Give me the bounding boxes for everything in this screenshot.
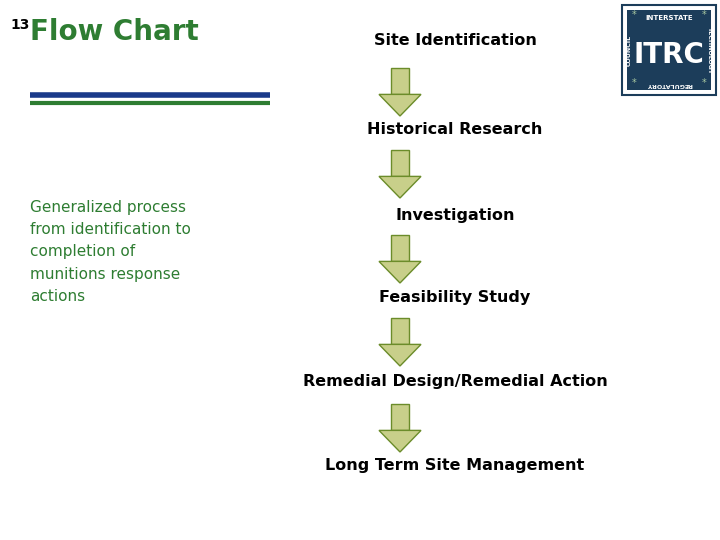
Bar [391, 68, 409, 94]
Text: 13: 13 [10, 18, 30, 32]
Text: *: * [631, 78, 636, 88]
Text: Long Term Site Management: Long Term Site Management [325, 458, 585, 473]
Text: Feasibility Study: Feasibility Study [379, 290, 531, 305]
Bar [391, 318, 409, 345]
Text: *: * [701, 10, 706, 20]
Text: Flow Chart: Flow Chart [30, 18, 199, 46]
Polygon shape [379, 430, 421, 452]
Text: TECHNOLOGY: TECHNOLOGY [708, 26, 713, 73]
Text: ITRC: ITRC [634, 41, 704, 69]
Bar [627, 10, 711, 90]
Polygon shape [379, 94, 421, 116]
Text: Site Identification: Site Identification [374, 33, 536, 48]
Text: Historical Research: Historical Research [367, 122, 543, 137]
Bar [391, 235, 409, 261]
Text: *: * [701, 78, 706, 88]
Text: REGULATORY: REGULATORY [646, 82, 692, 87]
Text: Generalized process
from identification to
completion of
munitions response
acti: Generalized process from identification … [30, 200, 191, 304]
Bar [622, 5, 716, 95]
Text: INTERSTATE: INTERSTATE [645, 15, 693, 21]
Bar [391, 404, 409, 430]
Polygon shape [379, 261, 421, 283]
Text: *: * [631, 10, 636, 20]
Text: Remedial Design/Remedial Action: Remedial Design/Remedial Action [302, 374, 608, 389]
Polygon shape [379, 345, 421, 366]
Text: Investigation: Investigation [395, 208, 515, 223]
Text: COUNCIL: COUNCIL [626, 35, 631, 65]
Polygon shape [379, 177, 421, 198]
Bar [391, 150, 409, 177]
